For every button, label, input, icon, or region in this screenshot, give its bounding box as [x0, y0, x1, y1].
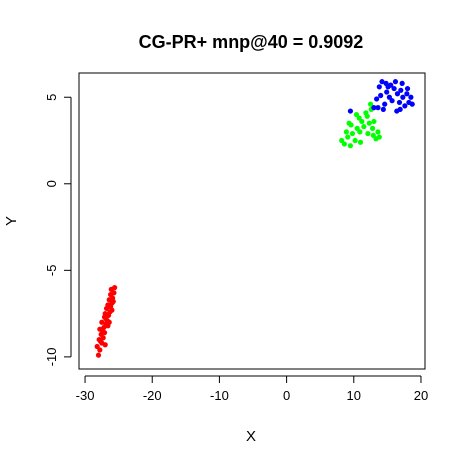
- data-point-series-3: [384, 89, 390, 95]
- data-point-series-3: [404, 85, 411, 92]
- x-axis: -30 -20 -10 0 10 20: [76, 375, 428, 403]
- data-point-series-3: [396, 99, 403, 106]
- data-point-series-2: [341, 141, 347, 147]
- data-point-series-3: [389, 98, 395, 104]
- data-point-series-3: [380, 106, 386, 112]
- data-point-series-2: [357, 129, 363, 135]
- data-point-series-2: [361, 124, 367, 130]
- data-point-series-3: [375, 105, 381, 111]
- plot-frame: [78, 72, 426, 370]
- x-tick-label: 0: [283, 388, 290, 403]
- data-point-series-3: [399, 80, 405, 86]
- data-point-series-2: [375, 129, 381, 135]
- y-tick-label: 0: [44, 180, 59, 187]
- data-point-series-1: [103, 316, 109, 322]
- x-tick-label: -20: [143, 388, 162, 403]
- data-point-series-3: [383, 80, 389, 86]
- y-axis-label: Y: [3, 216, 20, 226]
- data-point-series-2: [363, 110, 369, 116]
- data-point-series-3: [374, 96, 380, 102]
- data-point-series-3: [404, 91, 410, 97]
- y-tick-label: 5: [44, 94, 59, 101]
- data-point-series-1: [109, 307, 115, 313]
- y-axis: -10 -5 0 5: [44, 94, 72, 366]
- data-point-series-1: [94, 343, 100, 350]
- data-point-series-2: [367, 101, 374, 107]
- data-point-series-1: [102, 342, 108, 348]
- data-point-series-3: [382, 101, 388, 107]
- data-point-series-1: [110, 298, 116, 305]
- data-point-series-2: [357, 139, 364, 145]
- y-tick-label: -10: [44, 347, 59, 366]
- data-point-series-2: [345, 134, 351, 140]
- data-point-series-3: [400, 94, 406, 100]
- x-tick-label: 10: [347, 388, 361, 403]
- data-point-series-3: [378, 92, 384, 99]
- data-point-series-1: [102, 311, 108, 317]
- x-axis-label: X: [246, 428, 256, 445]
- data-point-series-3: [398, 87, 404, 93]
- x-tick-label: -10: [210, 388, 229, 403]
- data-points: [94, 79, 415, 358]
- data-point-series-3: [394, 91, 401, 97]
- x-tick-label: -30: [76, 388, 95, 403]
- data-point-series-3: [347, 108, 354, 114]
- data-point-series-1: [112, 285, 118, 291]
- data-point-series-3: [409, 101, 415, 107]
- data-point-series-2: [349, 130, 356, 137]
- data-point-series-3: [376, 84, 382, 90]
- x-tick-label: 20: [414, 388, 428, 403]
- data-point-series-1: [105, 302, 111, 308]
- data-point-series-3: [379, 79, 385, 85]
- data-point-series-2: [353, 111, 360, 118]
- data-point-series-2: [371, 118, 377, 125]
- data-point-series-2: [346, 120, 352, 126]
- data-point-series-3: [391, 85, 397, 92]
- data-point-series-2: [369, 125, 376, 131]
- data-point-series-3: [408, 94, 414, 100]
- data-point-series-2: [352, 137, 358, 144]
- data-point-series-1: [97, 338, 104, 344]
- data-point-series-3: [371, 105, 377, 111]
- data-point-series-2: [366, 120, 372, 126]
- data-point-series-2: [365, 130, 371, 137]
- data-point-series-2: [347, 143, 354, 149]
- data-point-series-1: [95, 352, 102, 358]
- data-point-series-3: [392, 79, 399, 85]
- data-point-series-2: [343, 129, 349, 135]
- data-point-series-3: [397, 106, 403, 112]
- data-point-series-1: [99, 328, 106, 334]
- y-tick-label: -5: [44, 265, 59, 277]
- chart-title: CG-PR+ mnp@40 = 0.9092: [139, 32, 364, 52]
- data-point-series-2: [376, 134, 382, 140]
- data-point-series-1: [99, 319, 105, 325]
- data-point-series-1: [106, 319, 112, 325]
- data-point-series-3: [402, 103, 408, 109]
